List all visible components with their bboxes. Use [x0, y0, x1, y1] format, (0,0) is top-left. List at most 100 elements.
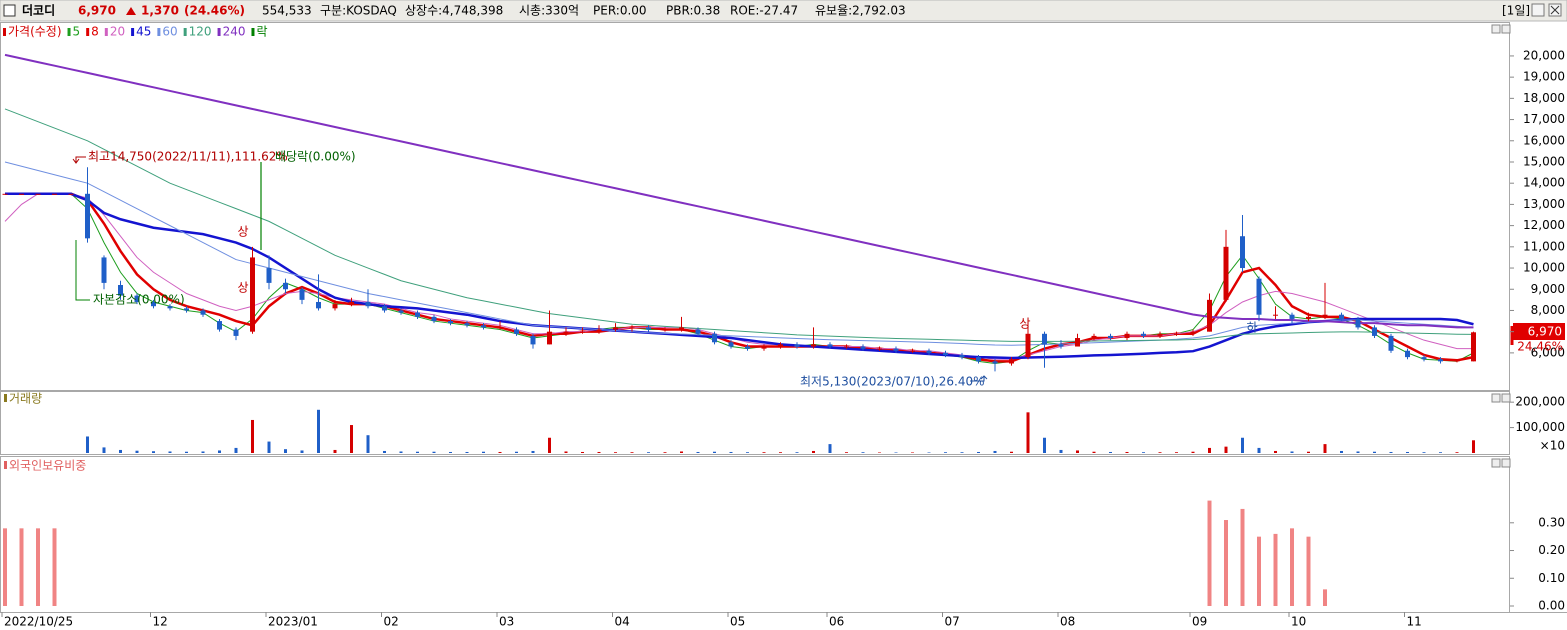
bar	[1241, 437, 1244, 453]
volume-plot	[86, 409, 1475, 453]
y-tick-label: 18,000	[1523, 91, 1565, 105]
candle-body	[992, 361, 998, 364]
moving-average	[4, 161, 1474, 346]
bar	[1323, 444, 1327, 453]
candle-body	[68, 193, 74, 195]
y-tick-label: 17,000	[1523, 112, 1565, 126]
high-arrow	[75, 156, 86, 163]
bar	[1257, 536, 1261, 606]
panel-title: 거래량	[9, 392, 42, 406]
panel-icon[interactable]	[1501, 24, 1511, 34]
y-tick-label: 0.10	[1538, 571, 1565, 585]
bar	[1059, 449, 1063, 453]
candle-body	[250, 257, 255, 332]
candle-body	[1289, 314, 1295, 319]
price: 6,970	[78, 4, 116, 18]
panel-icon[interactable]	[1491, 24, 1501, 34]
x-tick-label: 05	[730, 615, 745, 629]
x-tick-label: 10	[1291, 615, 1306, 629]
bar	[713, 451, 716, 453]
y-tick-label: 0.20	[1538, 543, 1565, 557]
volume-panel	[0, 391, 1510, 455]
candle-body	[1075, 338, 1080, 347]
header-bar	[0, 0, 1567, 22]
x-tick-label: 09	[1192, 615, 1207, 629]
panel-icon[interactable]	[1501, 393, 1511, 403]
bar	[647, 452, 650, 453]
candle-body	[1372, 327, 1377, 336]
bar	[1043, 437, 1046, 453]
candle-body	[580, 331, 585, 333]
bar	[1076, 450, 1079, 453]
legend-swatch	[104, 28, 108, 36]
candle-body	[134, 295, 140, 302]
bar	[284, 449, 287, 453]
bar	[482, 451, 485, 453]
panel-icon[interactable]	[1491, 458, 1501, 468]
bar	[894, 452, 898, 453]
bar	[1224, 520, 1228, 606]
checkbox[interactable]	[3, 4, 16, 17]
bar	[614, 452, 617, 453]
y-tick-label: 10,000	[1523, 261, 1565, 275]
candle-body	[926, 350, 932, 353]
legend-swatch	[3, 28, 6, 36]
candle-body	[1091, 335, 1097, 339]
close-icon	[1550, 5, 1560, 15]
bar	[795, 452, 799, 453]
candle-body	[365, 301, 371, 307]
bar	[1323, 589, 1327, 606]
y-tick-label: 9,000	[1531, 282, 1565, 296]
x-tick-label: 2022/10/25	[4, 615, 73, 629]
bar	[86, 436, 89, 453]
x-tick-label: 04	[615, 615, 630, 629]
candle-body	[1256, 278, 1262, 315]
legend-swatch	[86, 28, 90, 36]
bar	[630, 452, 634, 453]
candle-body	[1240, 236, 1245, 269]
candle-body	[398, 310, 404, 313]
legend-swatch	[251, 28, 255, 36]
up-arrow	[126, 7, 136, 15]
per: PER:0.00	[593, 4, 647, 18]
candle-body	[1355, 318, 1361, 328]
candle-body	[1405, 350, 1410, 358]
y-tick-label: 8,000	[1531, 303, 1565, 317]
pbr: PBR:0.38	[666, 4, 720, 18]
candle-body	[481, 325, 486, 328]
candle-body	[695, 329, 701, 334]
annotation: 상	[1019, 317, 1030, 331]
bar	[1439, 452, 1442, 453]
period[interactable]: [1일]	[1502, 4, 1530, 18]
panel-icon[interactable]	[1501, 458, 1511, 468]
candle-body	[299, 289, 305, 300]
bar	[251, 419, 254, 453]
bar	[3, 528, 7, 606]
bar	[663, 452, 667, 453]
stock-name: 더코디	[22, 3, 55, 18]
legend-label: 120	[189, 25, 212, 39]
bar	[861, 452, 865, 453]
candle-body	[431, 316, 437, 322]
change: 1,370	[141, 4, 179, 18]
x-tick-label: 07	[945, 615, 960, 629]
y-tick-label: 14,000	[1523, 176, 1565, 190]
price-tag-change: 24.46%	[1517, 340, 1563, 354]
candle-body	[464, 323, 470, 326]
bar	[432, 451, 436, 453]
candle-body	[332, 304, 338, 309]
roe: ROE:-27.47	[730, 4, 798, 18]
bar	[36, 528, 40, 606]
menu-button[interactable]	[1531, 3, 1545, 17]
panel-icon[interactable]	[1491, 393, 1501, 403]
candle-body	[19, 193, 24, 195]
candle-body	[35, 193, 41, 195]
bar	[1158, 452, 1162, 453]
candle-body	[1454, 360, 1460, 362]
price-tag: 6,970	[1528, 325, 1562, 339]
bar	[1207, 500, 1212, 606]
candle-body	[1273, 314, 1278, 316]
